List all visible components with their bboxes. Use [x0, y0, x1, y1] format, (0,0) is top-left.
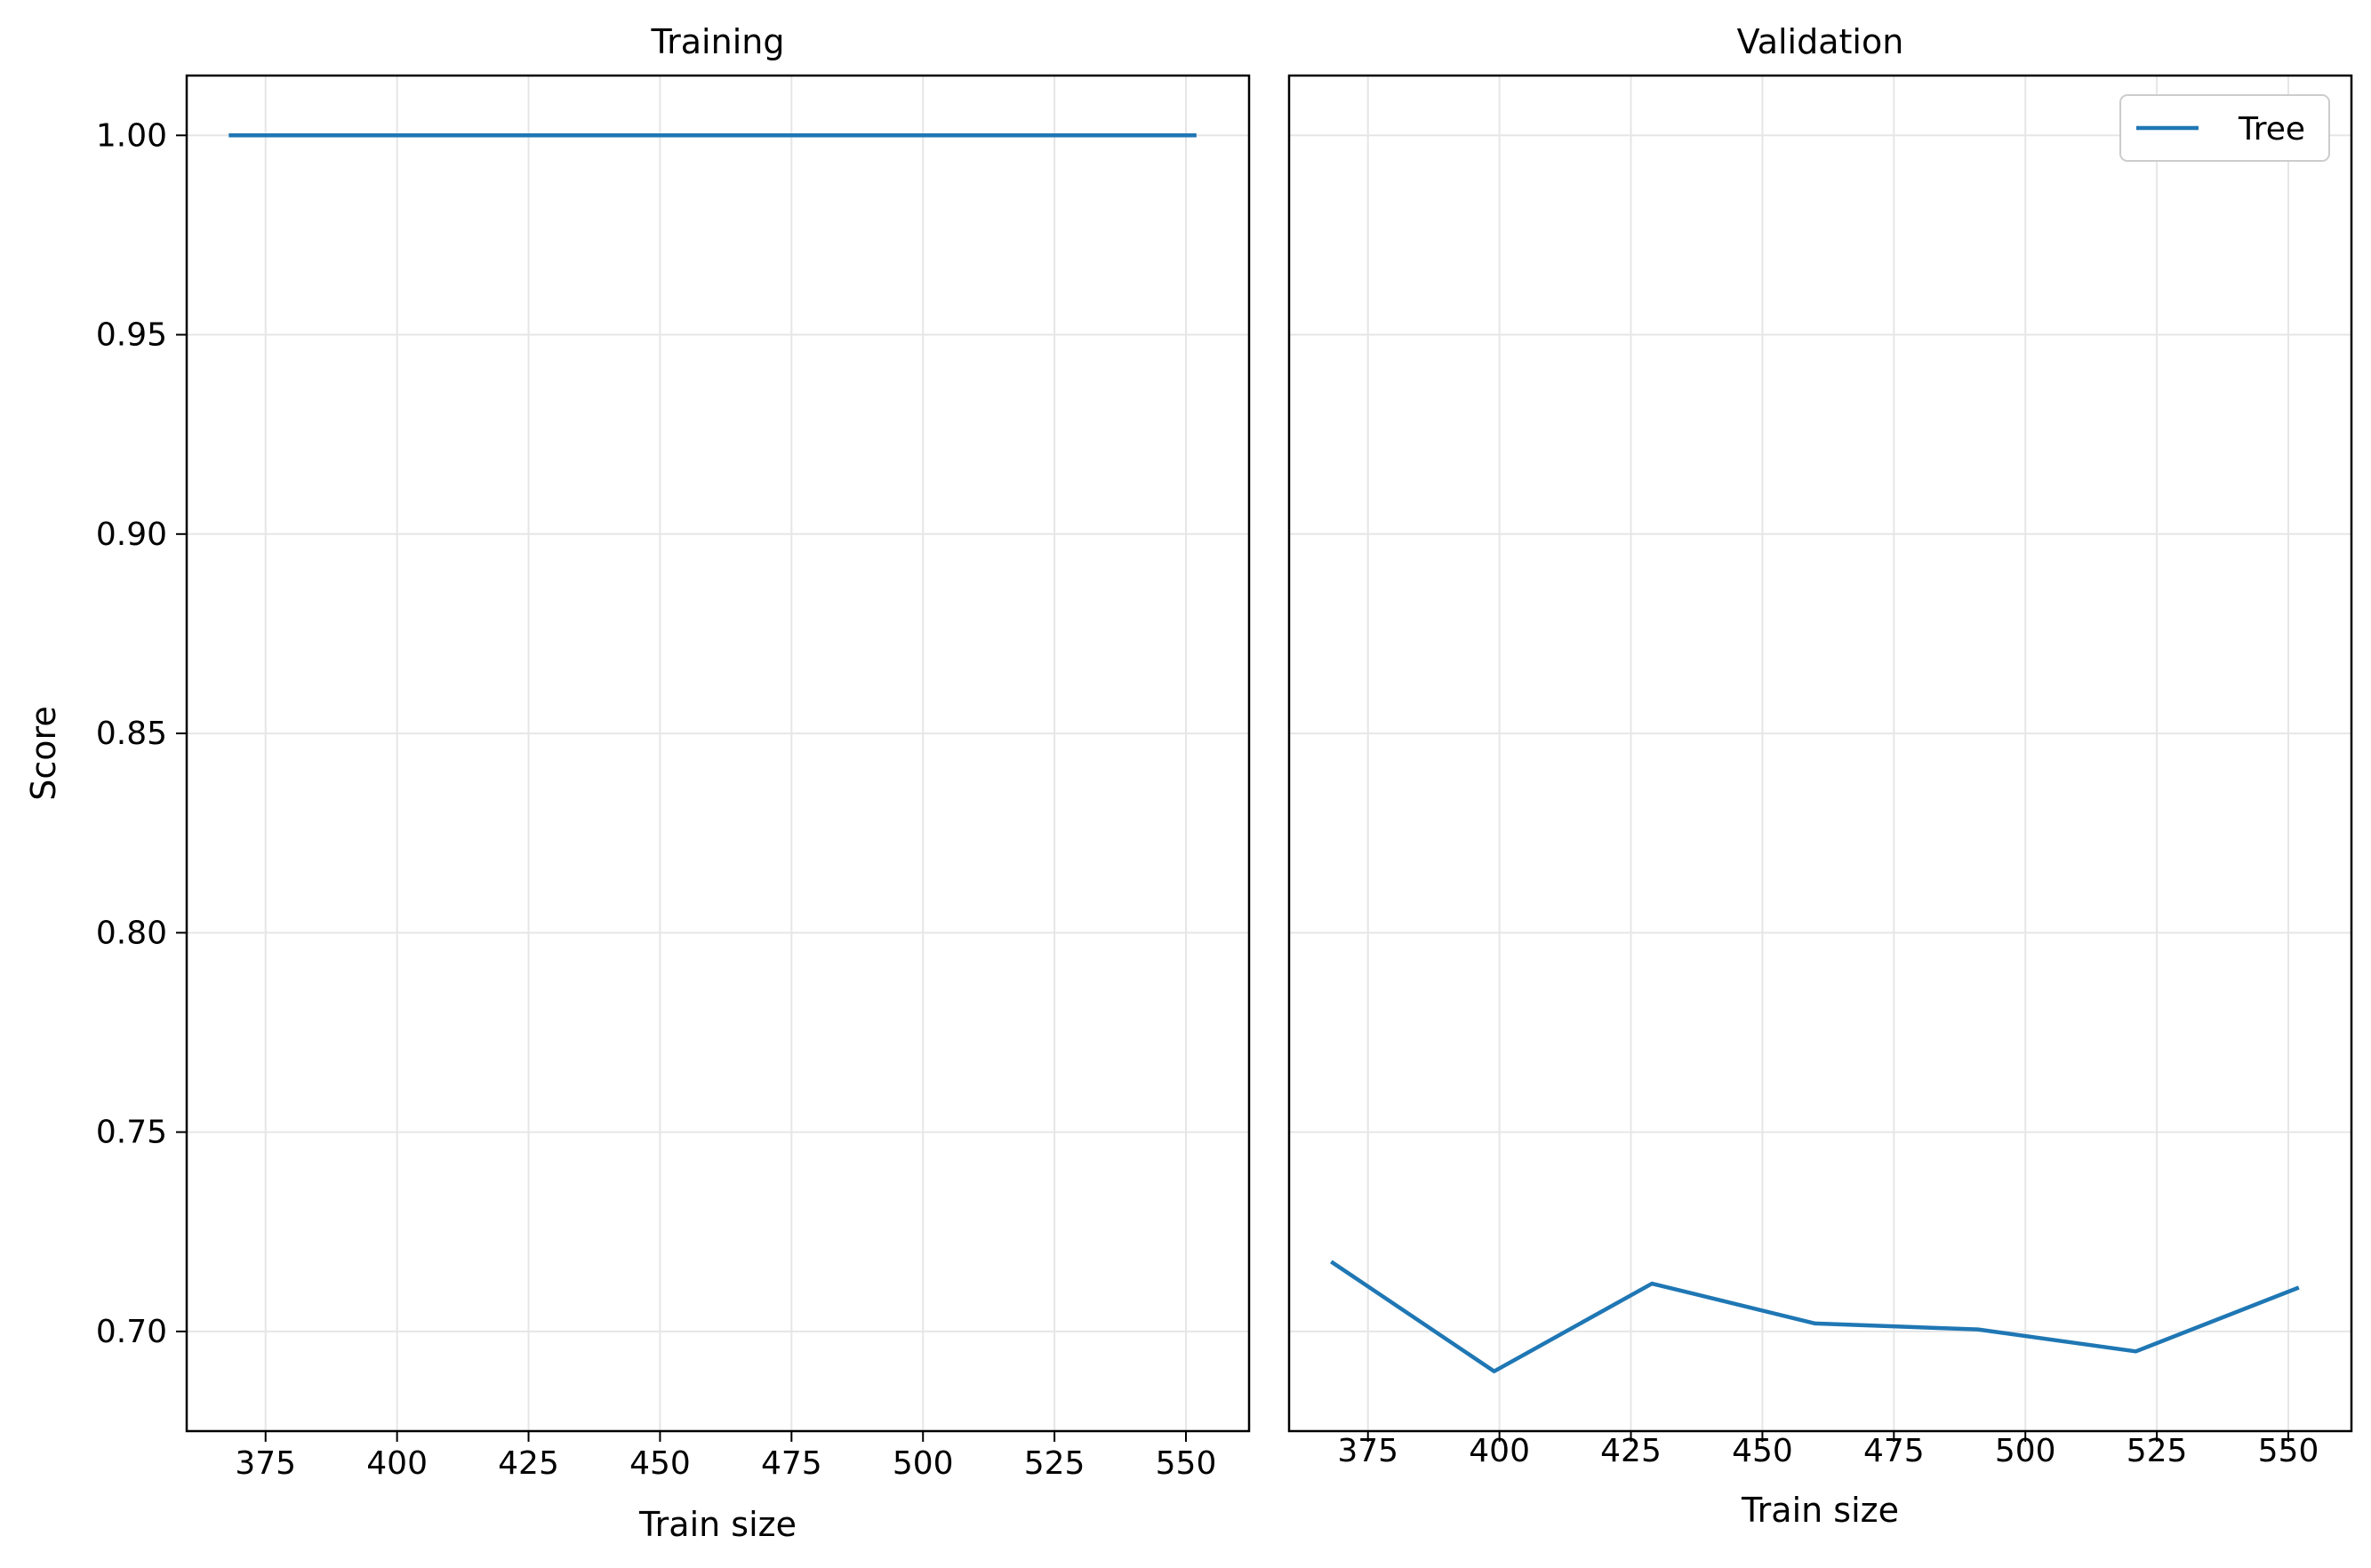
validation-plot-frame — [1287, 74, 2353, 1433]
y-tick-label: 0.80 — [96, 915, 167, 951]
validation-lines — [1330, 1260, 2300, 1373]
x-tick-label: 500 — [893, 1445, 954, 1482]
x-tick-label: 400 — [1469, 1433, 1530, 1469]
validation-panel: 375 400 425 450 475 500 525 550 Validation Trai… — [1287, 22, 2353, 1530]
legend-entry-tree: Tree — [2238, 111, 2305, 148]
x-tick-label: 450 — [1732, 1433, 1793, 1469]
training-x-axis-label: Train size — [638, 1505, 797, 1544]
x-tick-label: 550 — [2258, 1433, 2319, 1469]
x-tick-label: 400 — [366, 1445, 428, 1482]
training-x-ticks: 375 400 425 450 475 500 525 550 — [235, 1431, 1216, 1482]
x-tick-label: 550 — [1156, 1445, 1217, 1482]
training-title: Training — [651, 22, 785, 61]
x-tick-label: 425 — [1600, 1433, 1662, 1469]
validation-legend: Tree — [2119, 94, 2330, 162]
y-tick-label: 0.75 — [96, 1115, 167, 1151]
y-tick-label: 0.95 — [96, 317, 167, 354]
training-panel: 375 400 425 450 475 500 525 550 0.70 0.75 0.80 0.8… — [24, 22, 1251, 1544]
training-plot-frame — [185, 74, 1251, 1433]
training-y-axis-label: Score — [24, 706, 63, 800]
validation-grid — [1289, 76, 2351, 1431]
x-tick-label: 500 — [1995, 1433, 2056, 1469]
x-tick-label: 525 — [2127, 1433, 2188, 1469]
x-tick-label: 375 — [1337, 1433, 1398, 1469]
validation-title: Validation — [1737, 22, 1904, 61]
x-tick-label: 475 — [1863, 1433, 1925, 1469]
validation-x-ticks: 375 400 425 450 475 500 525 550 — [1337, 1431, 2319, 1469]
y-tick-label: 0.70 — [96, 1314, 167, 1350]
x-tick-label: 450 — [629, 1445, 691, 1482]
training-y-ticks: 0.70 0.75 0.80 0.85 0.90 0.95 1.00 — [96, 117, 187, 1350]
x-tick-label: 375 — [235, 1445, 296, 1482]
y-tick-label: 1.00 — [96, 117, 167, 154]
x-tick-label: 425 — [498, 1445, 559, 1482]
x-tick-label: 475 — [761, 1445, 822, 1482]
x-tick-label: 525 — [1024, 1445, 1085, 1482]
y-tick-label: 0.85 — [96, 716, 167, 752]
y-tick-label: 0.90 — [96, 516, 167, 553]
validation-x-axis-label: Train size — [1741, 1491, 1899, 1530]
legend-box — [2119, 94, 2330, 162]
